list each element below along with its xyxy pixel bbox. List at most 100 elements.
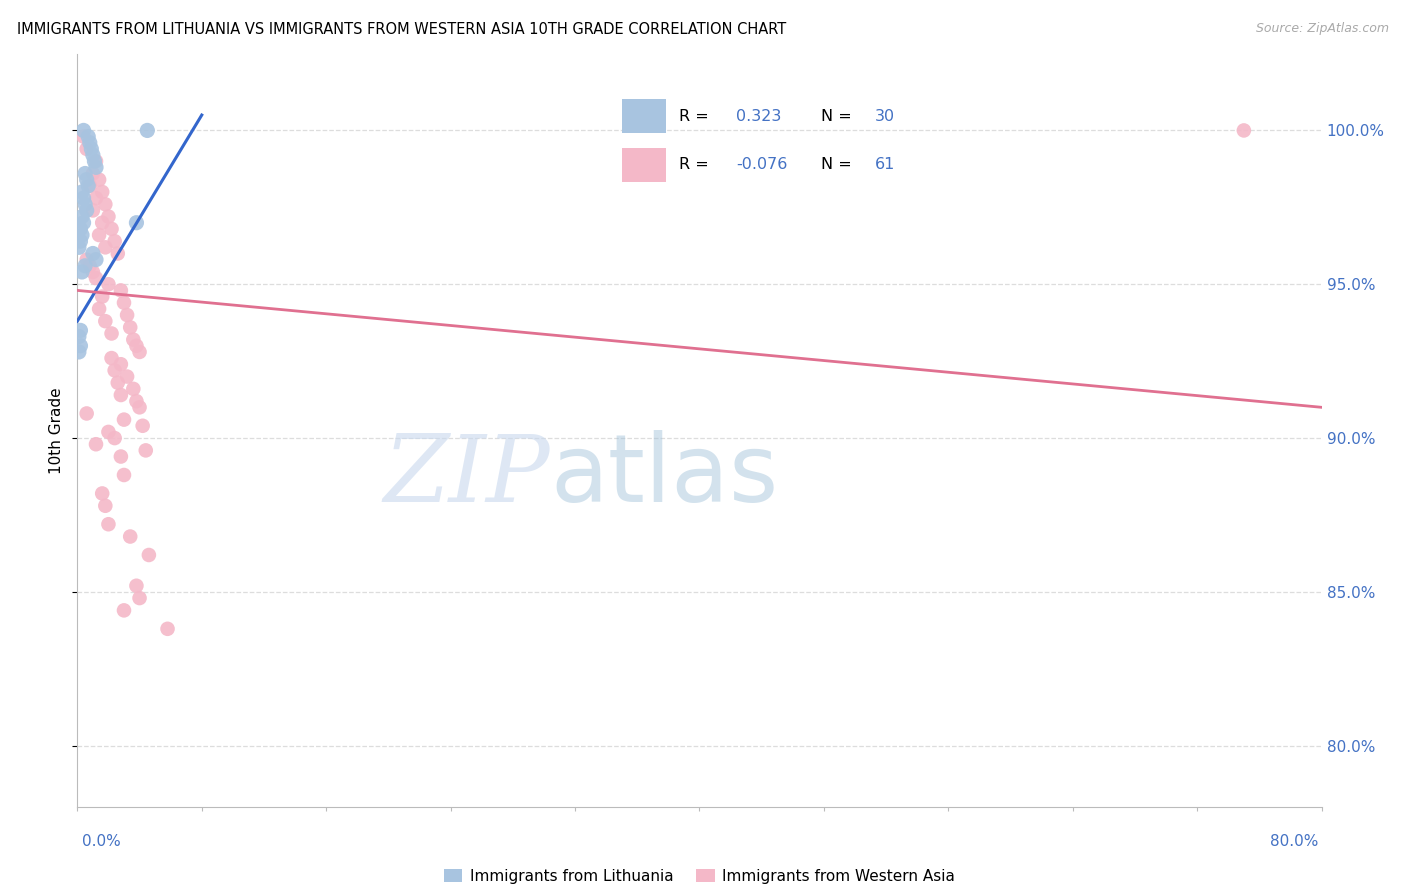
Text: -0.076: -0.076 [737, 157, 787, 171]
Bar [621, 148, 665, 181]
Text: Source: ZipAtlas.com: Source: ZipAtlas.com [1256, 22, 1389, 36]
Point [100, 326, 122, 341]
Point [131, 418, 153, 433]
Text: 0.0%: 0.0% [82, 834, 121, 848]
Point [67, 240, 90, 254]
Point [100, 222, 122, 236]
Text: 0.323: 0.323 [737, 110, 782, 124]
Point [79, 178, 101, 193]
Point [82, 148, 104, 162]
Point [82, 265, 104, 279]
Point [82, 167, 104, 181]
Point [122, 333, 145, 347]
Point [76, 172, 98, 186]
Point [136, 123, 159, 137]
Point [97, 210, 120, 224]
Point [87, 227, 110, 242]
Point [120, 529, 142, 543]
Point [84, 252, 107, 267]
Point [125, 339, 148, 353]
Point [94, 240, 117, 254]
Point [120, 320, 142, 334]
Point [125, 216, 148, 230]
Text: ZIP: ZIP [384, 431, 550, 521]
Point [91, 289, 114, 303]
Point [1233, 123, 1256, 137]
Point [128, 591, 150, 605]
Point [94, 314, 117, 328]
Point [69, 234, 91, 248]
Point [69, 339, 91, 353]
Text: R =: R = [679, 110, 709, 124]
Point [125, 394, 148, 409]
Point [72, 191, 94, 205]
Point [72, 123, 94, 137]
Point [76, 407, 98, 421]
Point [138, 548, 160, 562]
Point [84, 161, 107, 175]
Point [122, 382, 145, 396]
Y-axis label: 10th Grade: 10th Grade [49, 387, 65, 474]
Point [77, 129, 100, 144]
Point [80, 142, 103, 156]
Point [110, 388, 132, 402]
Bar [621, 99, 665, 133]
Point [107, 246, 129, 260]
Point [156, 622, 179, 636]
Point [76, 142, 98, 156]
Point [97, 425, 120, 439]
Point [67, 345, 90, 359]
Text: atlas: atlas [550, 430, 779, 522]
Point [135, 443, 157, 458]
Point [128, 401, 150, 415]
Point [110, 450, 132, 464]
Text: 30: 30 [875, 110, 896, 124]
Point [91, 216, 114, 230]
Point [82, 246, 104, 260]
Text: N =: N = [821, 110, 852, 124]
Point [110, 357, 132, 371]
Point [115, 369, 138, 384]
Text: N =: N = [821, 157, 852, 171]
Point [75, 197, 97, 211]
Point [79, 136, 101, 150]
Point [125, 579, 148, 593]
Point [76, 203, 98, 218]
Text: R =: R = [679, 157, 709, 171]
Point [75, 167, 97, 181]
Point [69, 222, 91, 236]
Point [83, 154, 105, 169]
Point [69, 323, 91, 337]
Point [82, 203, 104, 218]
Text: 61: 61 [875, 157, 896, 171]
Point [72, 129, 94, 144]
Point [112, 603, 135, 617]
Point [104, 431, 127, 445]
Point [112, 412, 135, 426]
Point [97, 277, 120, 292]
Point [115, 308, 138, 322]
Point [104, 234, 127, 248]
Point [110, 284, 132, 298]
Point [91, 486, 114, 500]
Point [72, 216, 94, 230]
Point [107, 376, 129, 390]
Point [84, 191, 107, 205]
Point [77, 178, 100, 193]
Point [79, 259, 101, 273]
Point [67, 329, 90, 343]
Point [70, 265, 93, 279]
Point [94, 499, 117, 513]
Point [84, 437, 107, 451]
Point [70, 227, 93, 242]
Point [84, 271, 107, 285]
Point [70, 185, 93, 199]
Point [112, 295, 135, 310]
Point [94, 197, 117, 211]
Point [104, 363, 127, 377]
Point [112, 468, 135, 483]
Text: IMMIGRANTS FROM LITHUANIA VS IMMIGRANTS FROM WESTERN ASIA 10TH GRADE CORRELATION: IMMIGRANTS FROM LITHUANIA VS IMMIGRANTS … [17, 22, 786, 37]
Point [84, 154, 107, 169]
Point [97, 517, 120, 532]
Point [100, 351, 122, 365]
